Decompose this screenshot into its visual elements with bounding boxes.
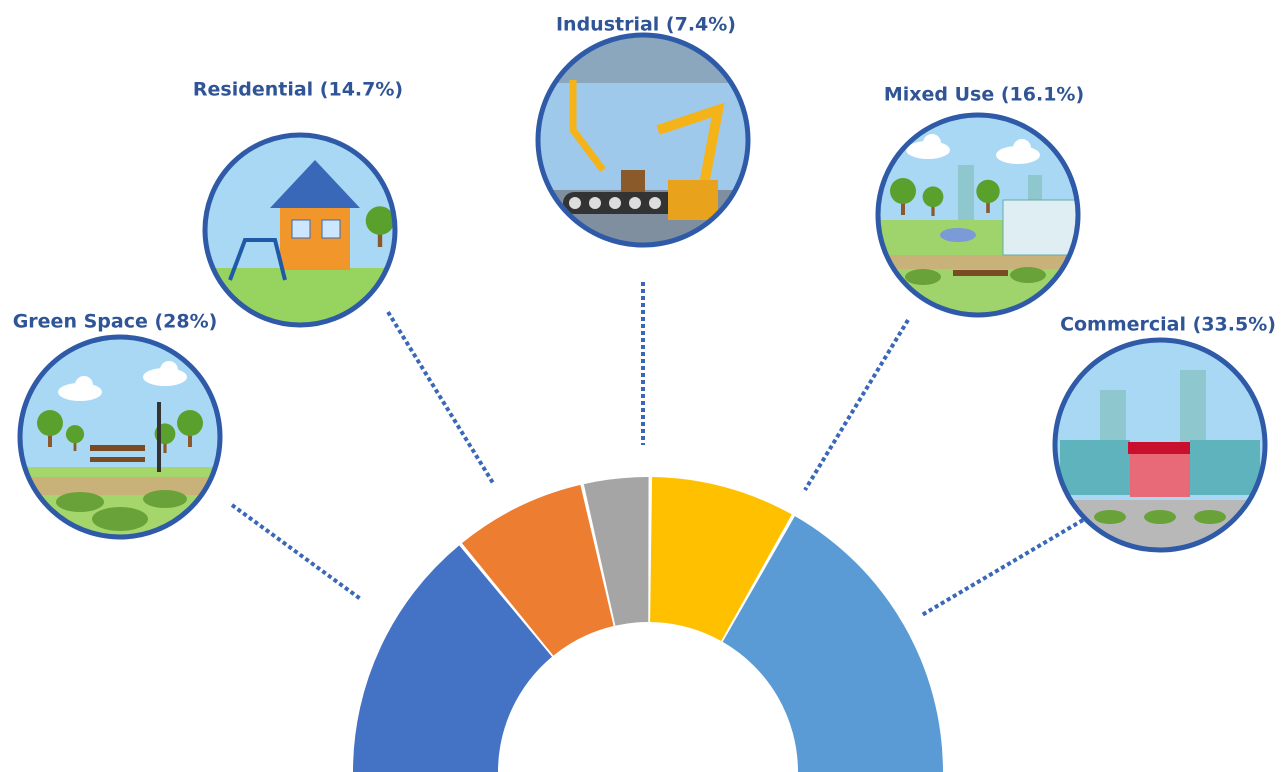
tree-crown	[922, 186, 944, 208]
donut-segment	[461, 484, 614, 656]
tree-trunk	[377, 225, 383, 247]
shop	[1060, 440, 1130, 495]
illustration	[20, 337, 220, 537]
illustration-ring	[17, 334, 223, 540]
skyline	[958, 165, 974, 225]
path	[20, 477, 220, 495]
awning	[1128, 442, 1192, 454]
connector	[386, 310, 495, 485]
illustration	[878, 115, 1078, 315]
machine	[668, 180, 718, 220]
cloud	[75, 376, 93, 394]
connector	[230, 503, 364, 602]
bush	[1144, 510, 1176, 524]
arm	[656, 102, 725, 191]
roof	[270, 160, 360, 208]
connector	[920, 518, 1085, 617]
tree-trunk	[931, 200, 935, 216]
pond	[940, 228, 976, 242]
roller	[589, 197, 601, 209]
bush	[1194, 510, 1226, 524]
bush	[1010, 267, 1046, 283]
segment-label: Residential (14.7%)	[193, 79, 403, 101]
illustration-ring	[1052, 337, 1268, 553]
bench	[953, 270, 1008, 276]
bush	[92, 507, 148, 531]
illustration	[1055, 340, 1265, 550]
lamp	[157, 402, 161, 472]
tree-crown	[37, 410, 63, 436]
illustration-ring	[535, 32, 751, 248]
donut-segment	[583, 477, 649, 626]
window	[321, 219, 341, 239]
tree-crown	[365, 206, 395, 235]
tree-crown	[177, 410, 203, 436]
tree-trunk	[986, 195, 990, 213]
tree-trunk	[48, 427, 52, 447]
roller	[569, 197, 581, 209]
cloud	[160, 361, 178, 379]
illustration-ring	[875, 112, 1081, 318]
bench	[90, 445, 145, 451]
connector	[803, 318, 910, 492]
segment-label: Green Space (28%)	[13, 311, 218, 333]
shop	[1002, 199, 1078, 256]
bush	[905, 269, 941, 285]
roller	[609, 197, 621, 209]
roller	[649, 197, 661, 209]
segment-label: Commercial (33.5%)	[1060, 314, 1276, 336]
path	[878, 255, 1078, 269]
tree-crown	[65, 425, 85, 444]
roller	[629, 197, 641, 209]
bush	[1094, 510, 1126, 524]
bush	[143, 490, 187, 508]
illustration-ring	[202, 132, 398, 328]
cloud	[1013, 139, 1031, 157]
ground	[205, 268, 395, 325]
donut-segment	[650, 477, 792, 642]
window	[291, 219, 311, 239]
swing	[228, 238, 287, 281]
tree-trunk	[73, 437, 77, 451]
ceiling	[538, 35, 748, 83]
tree-crown	[890, 178, 916, 204]
tree-trunk	[901, 195, 905, 215]
bush	[56, 492, 104, 512]
illustration	[538, 35, 748, 245]
illustration	[205, 135, 395, 325]
tree-trunk	[163, 437, 167, 453]
segment-label: Mixed Use (16.1%)	[884, 84, 1084, 106]
box	[621, 170, 645, 192]
shop	[1190, 440, 1260, 495]
tree-crown	[976, 179, 1000, 204]
bench	[90, 457, 145, 462]
cloud	[923, 134, 941, 152]
segment-label: Industrial (7.4%)	[556, 14, 736, 36]
arm	[569, 80, 606, 173]
donut-segment	[353, 545, 552, 772]
tree-trunk	[188, 427, 192, 447]
donut-segment	[722, 516, 943, 772]
